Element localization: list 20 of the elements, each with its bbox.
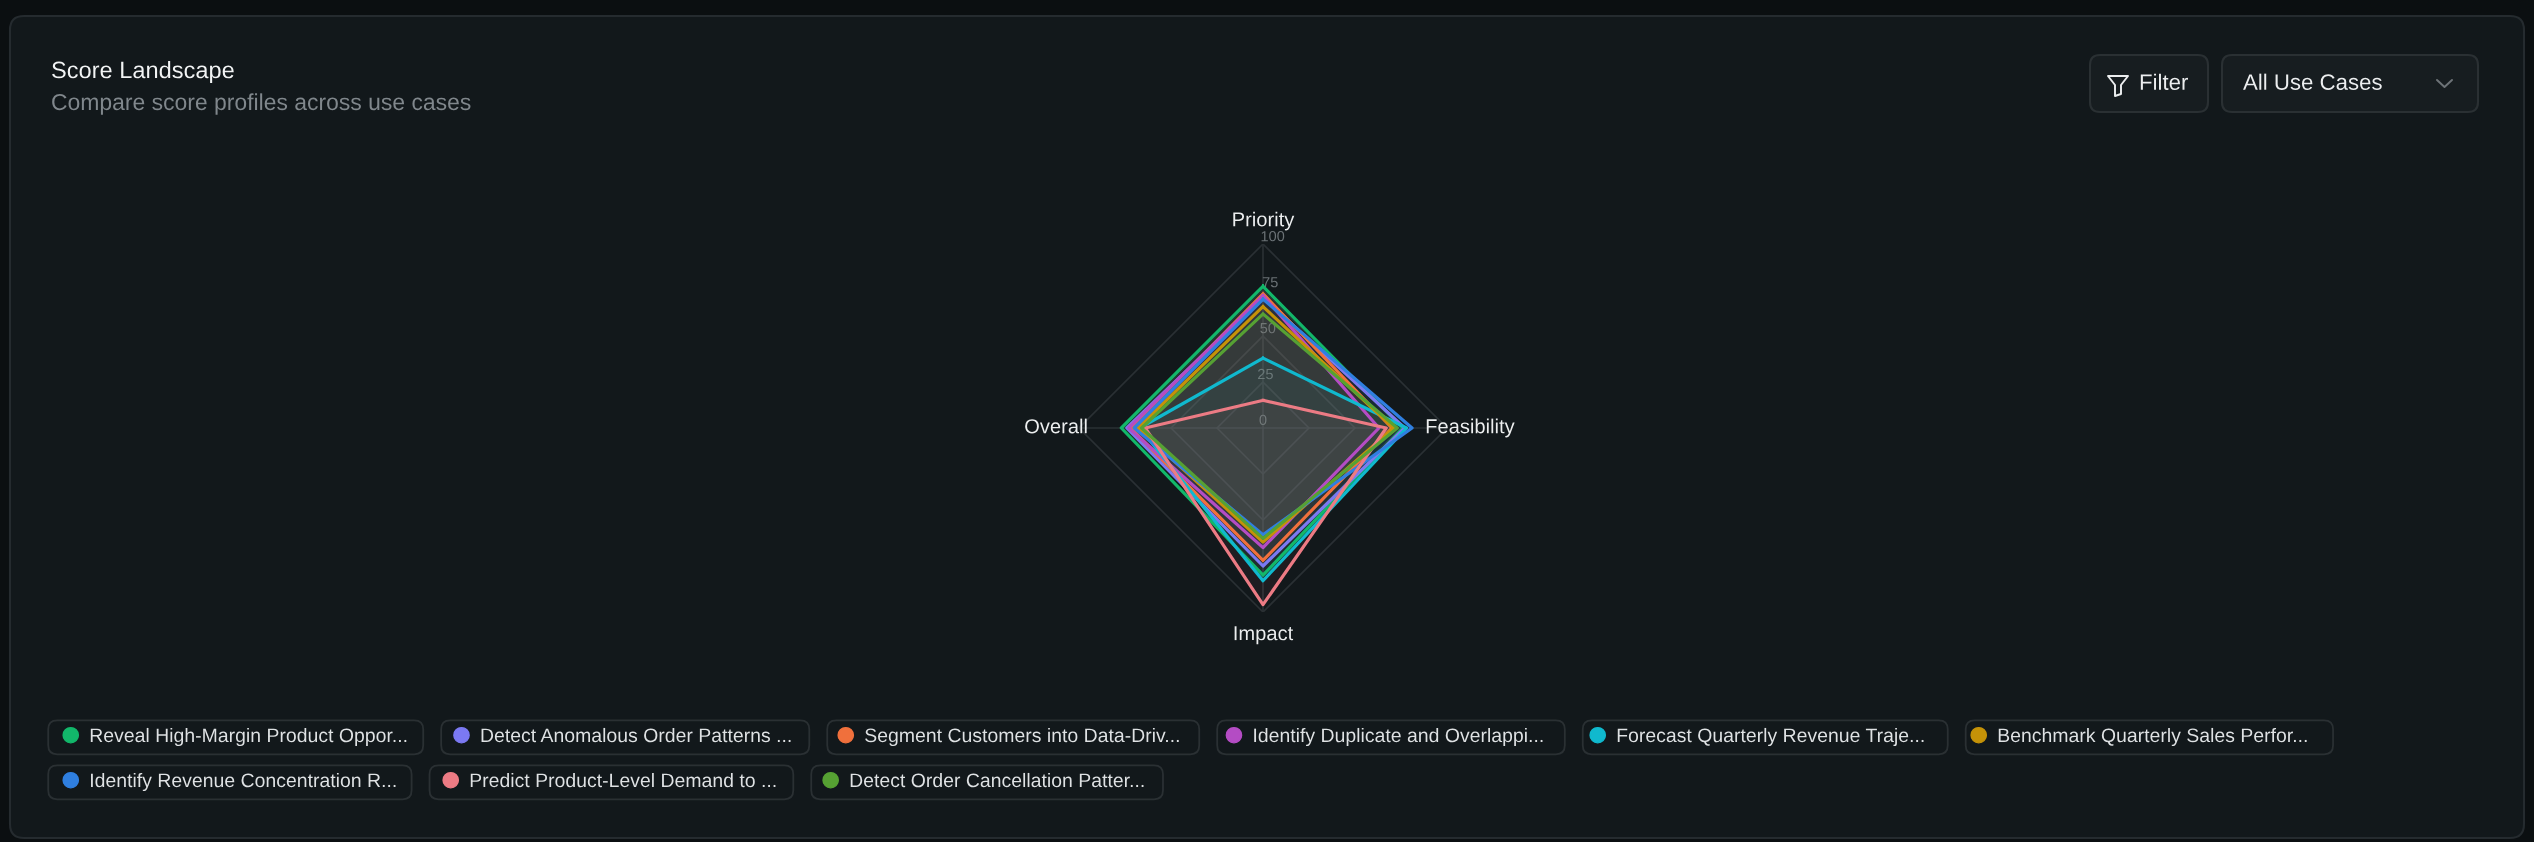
legend-label: Predict Product-Level Demand to ... (470, 772, 776, 788)
legend-label: Identify Revenue Concentration R... (91, 772, 396, 792)
legend-label: Reveal High-Margin Product Oppor... (90, 727, 407, 747)
y-tick-label: 25 (1258, 368, 1273, 380)
legend-label: Detect Anomalous Order Patterns ... (481, 727, 791, 743)
text: All Use Cases (2243, 73, 2382, 90)
spoke-label: Priority (1233, 211, 1295, 231)
spoke-label: Impact (1234, 626, 1294, 645)
legend-label: Benchmark Quarterly Sales Perfor... (1998, 727, 2307, 747)
legend-label: Segment Customers into Data-Driv... (865, 727, 1179, 747)
spoke-label: Feasibility (1426, 418, 1515, 438)
chart-subtitle: Compare score profiles across use cases (52, 93, 471, 115)
y-tick-label: 75 (1262, 277, 1278, 288)
legend-label: Detect Order Cancellation Patter... (850, 772, 1144, 788)
spoke-label: Overall (1025, 418, 1087, 434)
legend-label: Identify Duplicate and Overlappi... (1254, 727, 1543, 747)
chart-title: Score Landscape (52, 61, 234, 83)
y-tick-label: 100 (1261, 231, 1285, 242)
text: Filter (2140, 73, 2189, 90)
legend-label: Forecast Quarterly Revenue Traje... (1617, 727, 1924, 747)
